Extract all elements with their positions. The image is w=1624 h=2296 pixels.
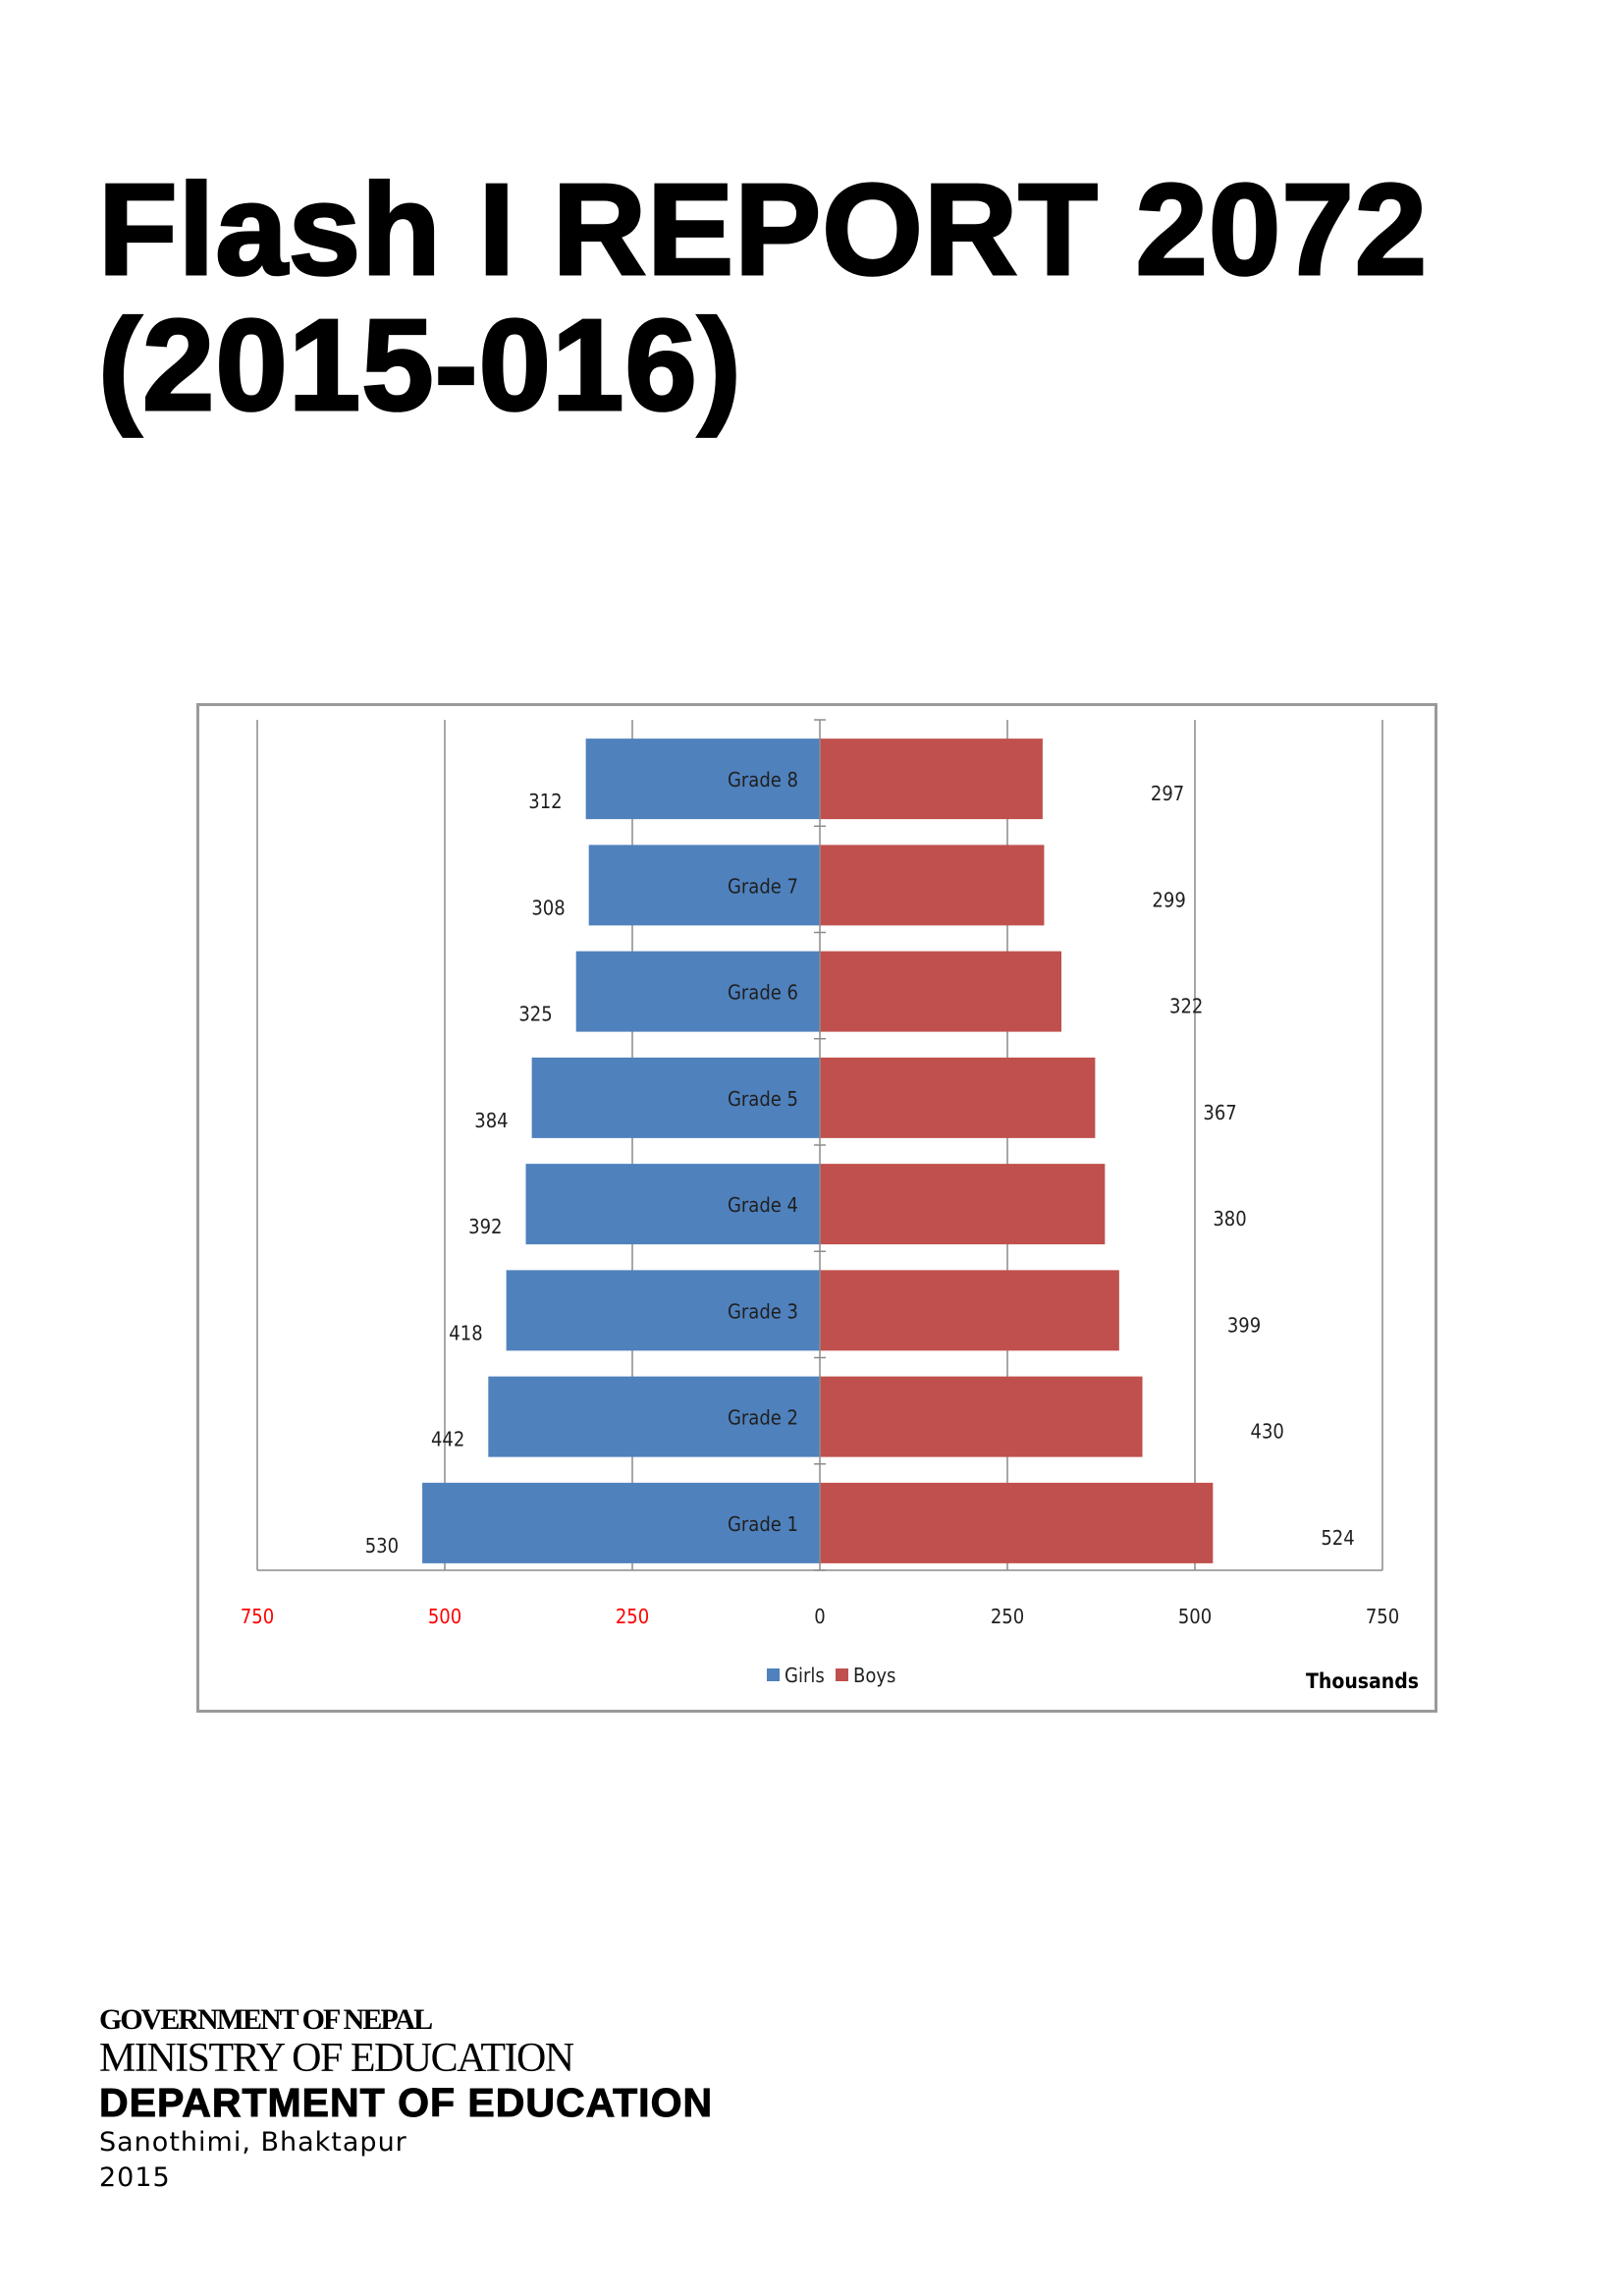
bar-girls [506, 1270, 820, 1351]
bar-girls [422, 1482, 820, 1563]
bar-boys [820, 1482, 1214, 1563]
publisher-block: GOVERNMENT OF NEPAL MINISTRY OF EDUCATIO… [98, 2003, 714, 2196]
category-label: Grade 3 [728, 1299, 798, 1323]
x-tick-label: 0 [814, 1605, 825, 1628]
data-label-girls: 325 [518, 1003, 552, 1026]
data-label-girls: 384 [474, 1109, 508, 1132]
category-label: Grade 7 [728, 874, 798, 898]
category-label: Grade 2 [728, 1406, 798, 1430]
bar-boys [820, 1057, 1096, 1138]
data-label-boys: 299 [1152, 888, 1185, 911]
data-label-girls: 308 [531, 896, 565, 919]
x-tick-label: 250 [991, 1605, 1024, 1628]
bar-girls [488, 1376, 820, 1457]
x-tick-label: 250 [616, 1605, 649, 1628]
category-label: Grade 5 [728, 1087, 798, 1111]
bar-girls [531, 1057, 820, 1138]
category-label: Grade 1 [728, 1512, 798, 1536]
chart-canvas: Grade 1 530 524 Grade 2 442 430 Grade 3 418 399 G… [241, 719, 1419, 1693]
bar-boys [820, 951, 1062, 1032]
bar-girls [585, 738, 820, 820]
bar-boys [820, 738, 1043, 820]
publication-year: 2015 [99, 2162, 171, 2193]
category-label: Grade 8 [728, 768, 798, 792]
legend-label: Girls [785, 1664, 825, 1687]
report-title: Flash I REPORT 2072 (2015-016) [96, 157, 1429, 437]
x-tick-label: 500 [1178, 1605, 1212, 1628]
x-tick-label: 750 [241, 1605, 274, 1628]
data-label-boys: 399 [1227, 1313, 1261, 1337]
data-label-boys: 524 [1321, 1526, 1354, 1550]
bar-boys [820, 845, 1045, 926]
legend-swatch [836, 1668, 848, 1681]
x-tick-label: 750 [1366, 1605, 1399, 1628]
report-title-line-2: (2015-016) [96, 293, 742, 437]
bar-girls [525, 1164, 820, 1245]
data-label-boys: 297 [1151, 782, 1184, 805]
bar-girls [575, 951, 820, 1032]
legend-swatch [767, 1668, 780, 1681]
x-axis-unit-label: Thousands [1306, 1669, 1419, 1693]
data-label-girls: 392 [468, 1215, 502, 1238]
data-label-boys: 380 [1213, 1207, 1246, 1230]
category-label: Grade 6 [728, 981, 798, 1005]
data-label-girls: 312 [528, 790, 562, 813]
data-label-girls: 418 [449, 1321, 482, 1344]
category-label: Grade 4 [728, 1193, 798, 1217]
enrollment-pyramid-chart: Grade 1 530 524 Grade 2 442 430 Grade 3 418 399 G… [196, 703, 1437, 1713]
x-tick-label: 500 [428, 1605, 461, 1628]
legend-label: Boys [853, 1664, 895, 1687]
report-title-line-1: Flash I REPORT 2072 [96, 157, 1429, 301]
data-label-girls: 442 [431, 1428, 464, 1451]
data-label-boys: 430 [1251, 1420, 1284, 1444]
data-label-boys: 322 [1169, 995, 1203, 1018]
bar-girls [588, 845, 820, 926]
ministry-name: MINISTRY OF EDUCATION [99, 2036, 574, 2081]
bar-boys [820, 1376, 1143, 1457]
address: Sanothimi, Bhaktapur [99, 2127, 407, 2158]
department-name: DEPARTMENT OF EDUCATION [98, 2080, 714, 2126]
bar-boys [820, 1270, 1119, 1351]
government-name: GOVERNMENT OF NEPAL [99, 2003, 433, 2036]
bar-boys [820, 1164, 1106, 1245]
data-label-boys: 367 [1203, 1101, 1236, 1124]
data-label-girls: 530 [365, 1534, 399, 1558]
